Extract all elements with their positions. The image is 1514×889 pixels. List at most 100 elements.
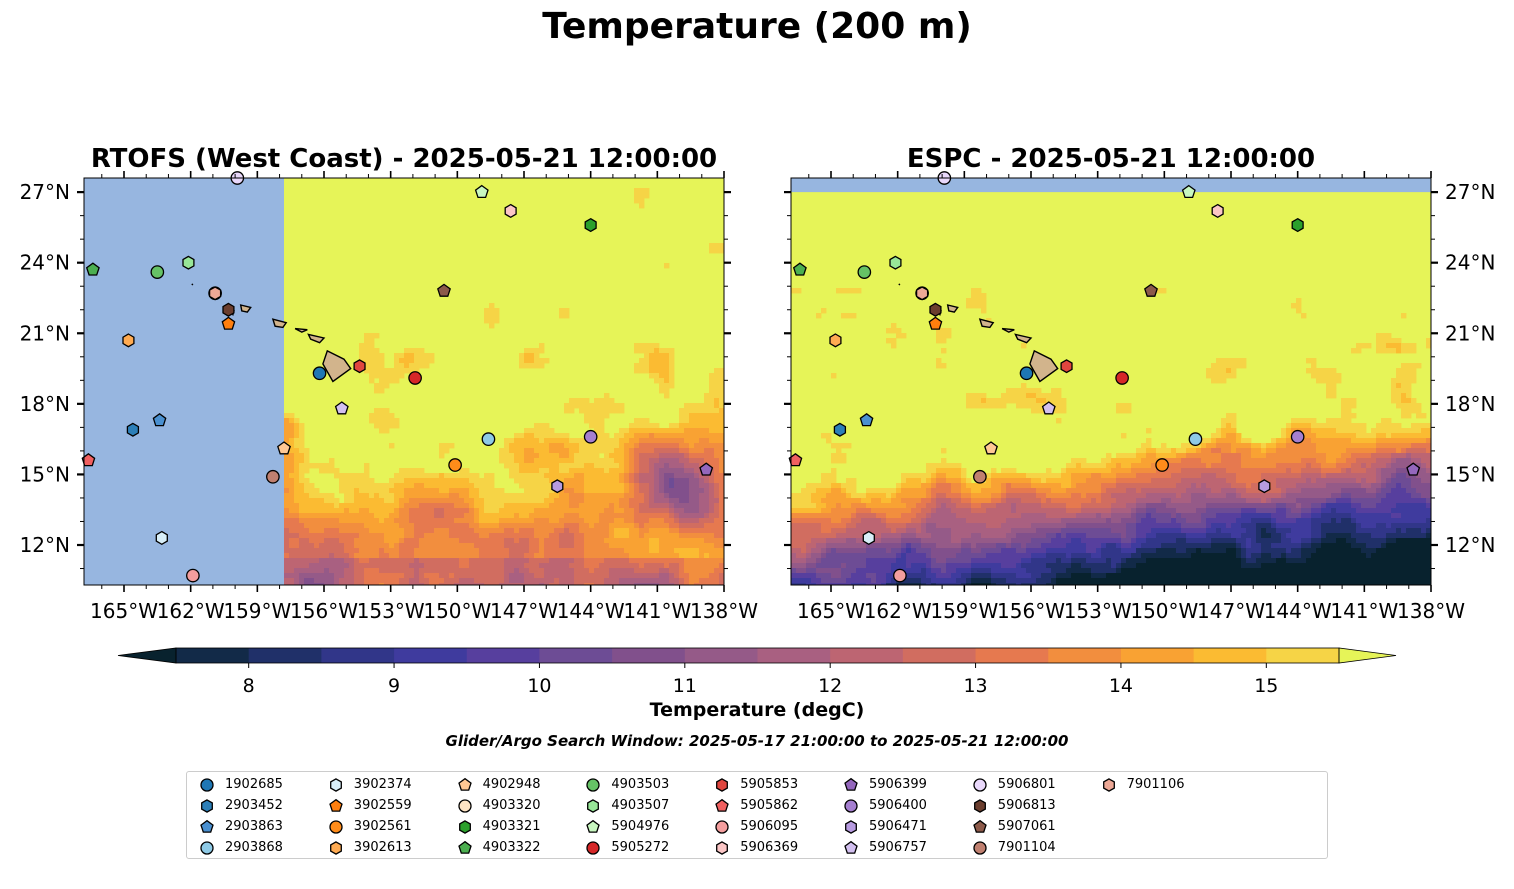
colorbar-tick-label: 8 — [243, 675, 255, 697]
y-tick-label: 27°N — [20, 180, 70, 204]
legend-marker-icon — [586, 819, 601, 833]
float-5905272 — [1115, 371, 1129, 385]
legend-marker-icon — [586, 840, 601, 855]
legend-marker-icon — [200, 840, 214, 855]
colorbar-tick-label: 12 — [818, 675, 842, 697]
float-7901106 — [915, 286, 929, 301]
float-5906813 — [222, 302, 235, 317]
legend-marker-icon — [844, 777, 858, 791]
colorbar-bin — [975, 648, 1049, 663]
float-5904976 — [474, 184, 489, 199]
float-5906813 — [929, 302, 942, 317]
colorbar-extend-high — [1338, 647, 1397, 664]
colorbar-tick-label: 13 — [963, 675, 987, 697]
float-5905862 — [788, 452, 803, 467]
legend-label: 4903503 — [611, 777, 670, 792]
colorbar-bin — [830, 648, 904, 663]
legend-item-4903503: 4903503 — [584, 774, 669, 795]
float-5906369 — [504, 203, 517, 219]
x-tick-label: 144°W — [1264, 599, 1332, 623]
float-5906400 — [1290, 429, 1305, 444]
model-domain-mask — [791, 178, 1431, 193]
float-4903503 — [150, 265, 165, 279]
legend-label: 5906813 — [997, 798, 1056, 813]
y-tick-label: 21°N — [20, 321, 70, 345]
model-domain-mask — [84, 178, 284, 585]
legend-item-5906801: 5906801 — [971, 774, 1056, 795]
x-tick-label: 150°W — [423, 599, 491, 623]
figure-title: Temperature (200 m) — [542, 6, 972, 47]
island-6 — [191, 283, 194, 286]
colorbar-bin — [684, 648, 758, 663]
island-4 — [946, 304, 959, 313]
legend-marker-icon — [458, 819, 471, 834]
legend-marker-icon — [973, 819, 987, 833]
colorbar-tick-label: 14 — [1109, 675, 1133, 697]
legend-item-2903452: 2903452 — [198, 795, 283, 816]
legend-marker-icon — [329, 798, 343, 812]
colorbar-bin — [1120, 648, 1195, 663]
legend-label: 5906801 — [997, 777, 1056, 792]
float-4903507 — [889, 255, 902, 270]
island-3 — [271, 318, 288, 329]
x-tick-label: 138°W — [690, 599, 758, 623]
legend-item-4902948: 4902948 — [456, 774, 541, 795]
legend-item-5905862: 5905862 — [713, 795, 798, 816]
legend-marker-icon — [200, 777, 214, 792]
legend-marker-icon — [973, 798, 986, 813]
legend-marker-icon — [457, 798, 472, 813]
legend-label: 3902561 — [353, 819, 412, 834]
panel-title: ESPC - 2025-05-21 12:00:00 — [907, 144, 1315, 174]
legend-label: 5905272 — [611, 840, 670, 855]
float-2903868 — [1188, 432, 1203, 446]
float-3902374 — [862, 530, 875, 546]
legend-label: 5904976 — [611, 819, 670, 834]
x-tick-label: 165°W — [90, 599, 158, 623]
float-4902948 — [984, 441, 998, 455]
x-tick-label: 165°W — [797, 599, 865, 623]
colorbar-label: Temperature (degC) — [649, 699, 865, 721]
legend-label: 4902948 — [482, 777, 541, 792]
legend-item-4903321: 4903321 — [456, 816, 541, 837]
float-5906095 — [893, 568, 907, 583]
legend-item-5906471: 5906471 — [842, 816, 927, 837]
y-tick-label: 24°N — [20, 251, 70, 275]
legend-marker-icon — [715, 819, 729, 834]
legend-marker-icon — [973, 840, 987, 855]
island-0 — [1029, 349, 1059, 383]
y-tick-label: 21°N — [1445, 321, 1495, 345]
float-4903321 — [584, 217, 597, 233]
legend-item-5906095: 5906095 — [713, 816, 798, 837]
legend-item-5906399: 5906399 — [842, 774, 927, 795]
legend-marker-icon — [1102, 777, 1115, 792]
legend-item-5906369: 5906369 — [713, 837, 798, 858]
float-legend: 1902685 2903452 2903863 2903868 3902374 39025… — [186, 771, 1328, 859]
island-0 — [322, 349, 352, 383]
legend-label: 7901104 — [997, 840, 1056, 855]
legend-marker-icon — [716, 840, 729, 855]
colorbar-frame — [175, 647, 1340, 664]
legend-item-4903507: 4903507 — [584, 795, 669, 816]
colorbar-bin — [902, 648, 977, 663]
legend-marker-icon — [973, 777, 987, 792]
y-tick-label: 12°N — [20, 533, 70, 557]
colorbar-bin — [1266, 648, 1340, 663]
colorbar-bin — [248, 648, 322, 663]
colorbar-bin — [612, 648, 686, 663]
x-tick-label: 153°W — [1064, 599, 1132, 623]
y-tick-label: 24°N — [1445, 251, 1495, 275]
legend-item-3902613: 3902613 — [327, 837, 412, 858]
y-tick-label: 15°N — [1445, 462, 1495, 486]
rtofs-map-panel: 165°W162°W159°W156°W153°W150°W147°W144°W… — [20, 144, 759, 623]
legend-marker-icon — [329, 840, 342, 855]
x-tick-label: 153°W — [357, 599, 425, 623]
legend-item-4903320: 4903320 — [456, 795, 541, 816]
legend-label: 2903868 — [225, 840, 283, 855]
colorbar-tick-label: 10 — [527, 675, 551, 697]
temperature-field — [791, 178, 1431, 585]
float-5906757 — [334, 401, 349, 415]
x-tick-label: 159°W — [223, 599, 291, 623]
island-2 — [1001, 327, 1015, 333]
float-2903452 — [126, 422, 140, 437]
float-4903322 — [792, 262, 807, 276]
